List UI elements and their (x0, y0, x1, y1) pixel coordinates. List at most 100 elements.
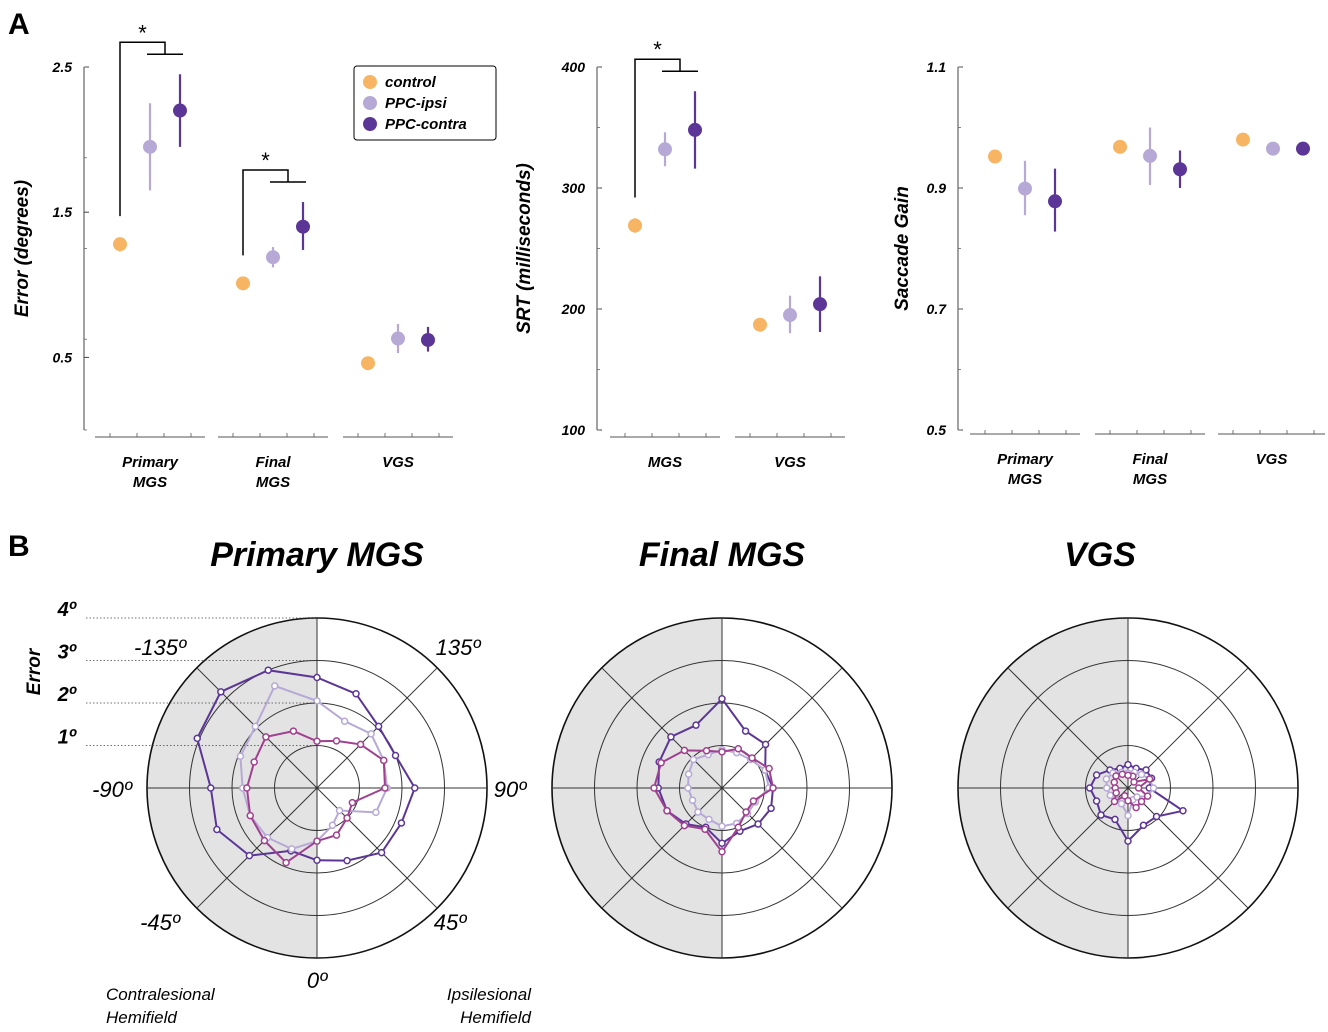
polar-point-magenta (1112, 789, 1120, 797)
polar-point-magenta (718, 748, 726, 756)
data-point-ipsi (658, 142, 672, 157)
polar-point-contra (1086, 784, 1094, 792)
polar-point-contra (391, 751, 400, 760)
polar-point-magenta (734, 823, 743, 832)
polar-point-ipsi (694, 808, 702, 816)
dot-plot-1: 0.5 1.5 2.5 Error (degrees) Primary MGS Final M… (12, 20, 497, 491)
polar-point-contra (207, 784, 215, 792)
polar-point-magenta (663, 807, 671, 815)
polar-point-contra (767, 804, 775, 813)
group-label: VGS (1256, 451, 1288, 468)
polar-point-magenta (718, 848, 726, 856)
data-point-contra (421, 332, 435, 347)
legend-swatch-contra (363, 117, 377, 131)
data-point-ipsi (143, 139, 157, 154)
y-tick-label: 1.5 (53, 204, 73, 220)
polar-point-contra (1139, 821, 1148, 830)
polar-point-magenta (657, 759, 665, 767)
y-tick-label: 0.5 (53, 349, 73, 365)
polar-point-magenta (1120, 792, 1129, 800)
polar-point-ipsi (1149, 784, 1158, 792)
polar-point-ipsi (1117, 799, 1126, 808)
data-point-contra (1296, 141, 1310, 156)
legend-label-ipsi: PPC-ipsi (385, 95, 448, 112)
group-label: VGS (382, 454, 414, 471)
polar-point-ipsi (1124, 811, 1132, 820)
polar-point-contra (761, 740, 770, 749)
data-point-ipsi (266, 250, 280, 265)
data-point-control (753, 317, 767, 332)
data-point-contra (1048, 194, 1062, 209)
y-tick-label: 400 (561, 59, 586, 75)
y-tick-label: 300 (562, 180, 586, 196)
polar-point-magenta (1134, 784, 1143, 792)
polar-spoke (601, 667, 843, 909)
polar-point-magenta (769, 784, 777, 792)
data-point-control (1113, 139, 1127, 154)
polar-point-contra (193, 734, 201, 743)
legend-box (353, 65, 497, 141)
polar-point-magenta (356, 740, 365, 749)
polar-point-ipsi (288, 845, 296, 853)
angle-label: 45º (434, 910, 467, 935)
polar-point-contra (377, 848, 386, 857)
polar-point-magenta (282, 858, 290, 867)
polar-point-magenta (246, 811, 254, 820)
group-label: Primary (997, 451, 1054, 468)
polar-point-ipsi (335, 806, 344, 815)
polar-point-contra (741, 727, 750, 735)
y-tick-label: 1.1 (927, 59, 947, 75)
data-point-contra (1173, 162, 1187, 177)
data-point-control (988, 149, 1002, 164)
polar-point-magenta (1110, 797, 1119, 806)
polar-point-contra (718, 839, 726, 847)
polar-point-magenta (680, 821, 689, 830)
dot-plot-2: 100 200 300 400 SRT (milliseconds) MGS VGS * (514, 37, 845, 471)
polar-title: VGS (1064, 536, 1136, 574)
polar-plot-3: VGS (957, 536, 1299, 959)
legend-swatch-ipsi (363, 96, 377, 110)
ring-label: 3º (58, 642, 78, 664)
polar-point-contra (692, 721, 700, 729)
polar-point-contra (1179, 807, 1187, 815)
polar-point-contra (1152, 812, 1161, 821)
polar-point-ipsi (251, 722, 260, 731)
polar-point-contra (1092, 797, 1101, 805)
polar-point-ipsi (270, 682, 279, 690)
polar-point-contra (213, 825, 221, 834)
bracket-line (242, 169, 289, 256)
polar-point-ipsi (367, 730, 375, 738)
group-label: MGS (133, 474, 167, 491)
y-axis-label: SRT (milliseconds) (514, 163, 535, 334)
group-label: MGS (648, 454, 682, 471)
legend-label-contra: PPC-contra (385, 116, 467, 133)
bracket-line (634, 58, 681, 198)
polar-point-contra (245, 851, 254, 860)
polar-plot-2: Final MGS (551, 536, 893, 959)
polar-point-ipsi (340, 717, 349, 725)
panel-label-a: A (8, 8, 30, 41)
y-tick-label: 0.9 (927, 180, 947, 196)
polar-point-contra (313, 673, 321, 682)
polar-point-magenta (313, 737, 321, 745)
polar-point-contra (313, 856, 321, 864)
hemifield-label-contra: Contralesional (106, 985, 216, 1004)
significance-star: * (261, 148, 270, 173)
polar-point-magenta (262, 733, 270, 741)
polar-point-contra (264, 666, 272, 674)
significance-bracket: * (242, 148, 306, 256)
polar-point-contra (1097, 811, 1105, 819)
polar-point-magenta (1137, 797, 1146, 806)
polar-point-contra (352, 690, 360, 698)
polar-title: Primary MGS (210, 536, 424, 574)
panel-label-b: B (8, 530, 30, 563)
polar-point-contra (1124, 760, 1132, 769)
polar-point-magenta (734, 744, 743, 753)
polar-point-ipsi (328, 821, 337, 830)
significance-star: * (653, 37, 662, 62)
group-label: Primary (122, 454, 179, 471)
y-tick-label: 0.7 (927, 301, 948, 317)
data-point-ipsi (1266, 141, 1280, 156)
polar-point-magenta (1143, 792, 1152, 800)
